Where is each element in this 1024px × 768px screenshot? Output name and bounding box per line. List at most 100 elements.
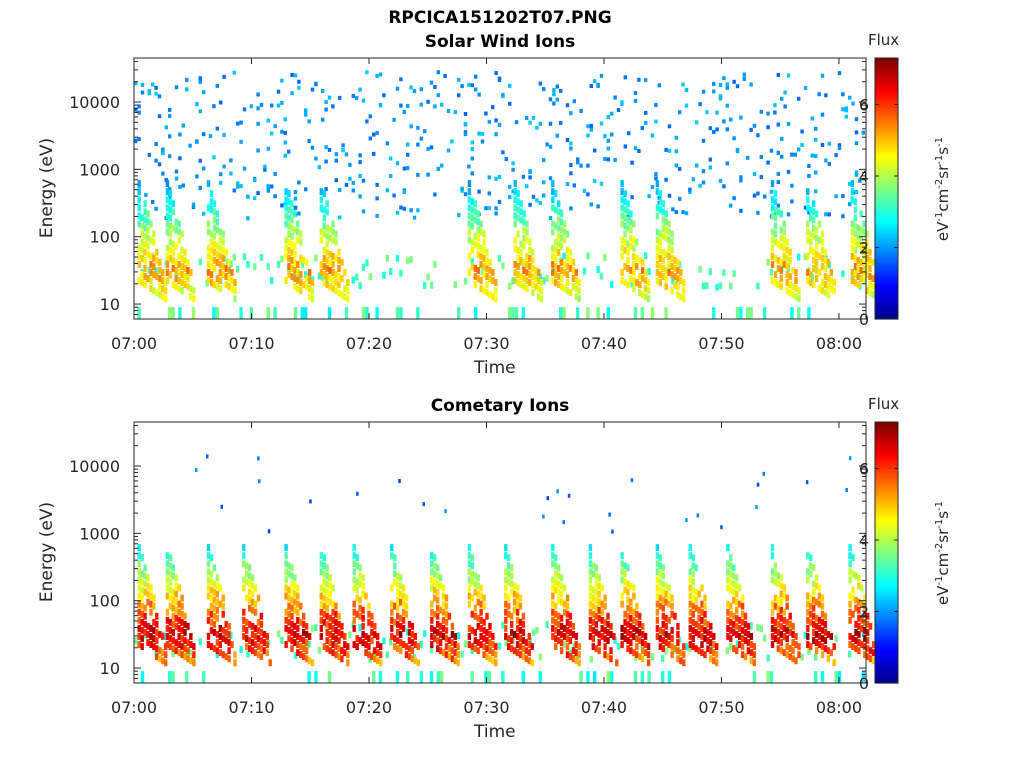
panel2-colorbar-segment	[875, 678, 898, 682]
panel1-cell	[426, 172, 430, 177]
panel2-cell	[709, 639, 713, 646]
panel2-cell	[559, 582, 564, 590]
panel1-cell	[296, 285, 300, 293]
panel2-colorbar-segment	[875, 495, 898, 499]
panel1-cell	[482, 246, 486, 254]
panel2-cell	[812, 580, 816, 588]
panel2-cell	[328, 622, 332, 630]
panel1-cell	[725, 82, 729, 87]
panel2-cell	[206, 584, 211, 592]
panel1-cell	[154, 91, 158, 96]
panel2-cell	[661, 671, 665, 683]
panel1-cell	[158, 275, 162, 282]
panel1-cell	[820, 287, 825, 295]
panel2-cell	[559, 622, 564, 630]
panel1-colorbar-segment	[875, 286, 898, 290]
panel2-cell	[530, 643, 534, 650]
panel2-cell	[655, 600, 660, 608]
panel2-cell	[746, 622, 751, 630]
panel2-cell	[227, 631, 231, 638]
panel2-cell	[467, 592, 472, 600]
panel1-cell	[712, 82, 716, 86]
panel1-cell	[436, 166, 440, 171]
panel2-cell	[851, 554, 855, 562]
panel1-cell	[705, 282, 709, 290]
panel1-cell	[565, 263, 570, 270]
panel1-colorbar-segment	[875, 218, 898, 222]
panel1-cell	[494, 279, 498, 286]
panel1-cell	[168, 271, 173, 278]
panel2-cell	[146, 639, 150, 646]
panel1-cell	[623, 263, 627, 270]
panel1-cell	[218, 285, 222, 293]
panel1-cell	[572, 183, 576, 188]
panel1-cell	[337, 273, 341, 280]
panel2-cell	[140, 554, 144, 562]
panel2-cell	[328, 631, 332, 638]
panel1-cell	[519, 240, 523, 248]
panel1-cell	[389, 156, 393, 161]
panel2-cell	[470, 610, 474, 618]
panel1-ytick-label: 10	[100, 295, 120, 314]
panel2-cell	[180, 610, 184, 618]
panel2-cell	[814, 598, 819, 606]
panel2-cell	[358, 624, 362, 632]
panel1-cell	[676, 283, 680, 291]
panel2-cell	[854, 629, 858, 636]
panel2-cell	[565, 618, 570, 626]
panel1-cell	[557, 240, 561, 248]
panel2-cell	[242, 625, 246, 632]
panel2-cell	[293, 606, 297, 614]
panel2-cell	[373, 655, 377, 663]
panel1-cell	[603, 156, 607, 161]
panel1-cell	[474, 307, 478, 319]
panel2-cell	[206, 633, 211, 640]
panel1-cell	[752, 123, 757, 128]
panel1-cell	[841, 270, 845, 278]
panel1-cell	[516, 190, 520, 198]
panel2-cell	[168, 586, 173, 594]
panel1-cell	[137, 110, 141, 115]
panel1-cell	[823, 281, 828, 289]
panel1-cell	[256, 148, 260, 153]
panel2-cell	[512, 598, 517, 606]
panel1-cell	[215, 283, 220, 291]
panel1-cell	[853, 238, 858, 246]
panel1-cell	[168, 238, 173, 246]
panel1-cell	[419, 136, 423, 141]
panel1-cell	[358, 174, 362, 178]
panel1-cell	[457, 77, 461, 82]
panel1-cell	[859, 242, 863, 250]
panel1-cell	[246, 216, 250, 221]
panel1-colorbar-segment	[875, 284, 898, 287]
panel1-cell	[287, 271, 291, 278]
panel1-cell	[137, 196, 141, 204]
panel2-cell	[527, 657, 531, 665]
panel2-cell	[848, 650, 852, 658]
panel1-cell	[416, 208, 420, 213]
panel2-colorbar-tick-label: 4	[859, 531, 869, 550]
panel1-cell	[658, 230, 662, 238]
panel1-colorbar-tick-label: 6	[859, 95, 869, 114]
panel2-cell	[171, 671, 175, 683]
panel1-cell	[322, 214, 326, 222]
panel2-cell	[766, 654, 770, 662]
panel2-cell	[732, 564, 736, 572]
panel1-cell	[218, 252, 222, 260]
panel1-cell	[232, 70, 236, 75]
panel2-cell	[361, 606, 365, 614]
panel1-cell	[749, 127, 753, 132]
panel2-cell	[620, 592, 624, 600]
panel1-cell	[273, 172, 277, 176]
panel2-cell	[290, 580, 294, 588]
panel2-cell	[688, 625, 692, 632]
panel2-cell	[399, 598, 403, 606]
panel2-cell	[851, 643, 855, 650]
panel2-cell	[773, 602, 778, 610]
panel1-cell	[287, 149, 291, 154]
panel2-cell	[245, 618, 249, 626]
panel2-cell	[691, 610, 695, 618]
panel1-cell	[562, 220, 567, 228]
panel1-cell	[180, 271, 184, 278]
panel1-cell	[149, 252, 153, 260]
